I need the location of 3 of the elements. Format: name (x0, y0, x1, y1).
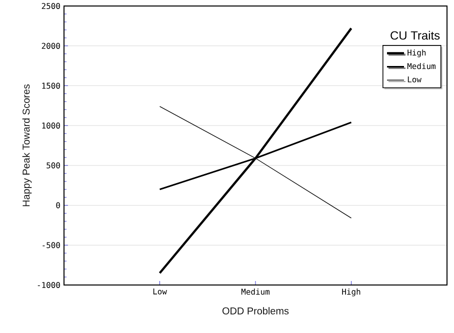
x-axis-title: ODD Problems (222, 307, 289, 314)
legend-title: CU Traits (390, 30, 440, 40)
y-axis-title: Happy Peak Toward Scores (22, 84, 32, 206)
